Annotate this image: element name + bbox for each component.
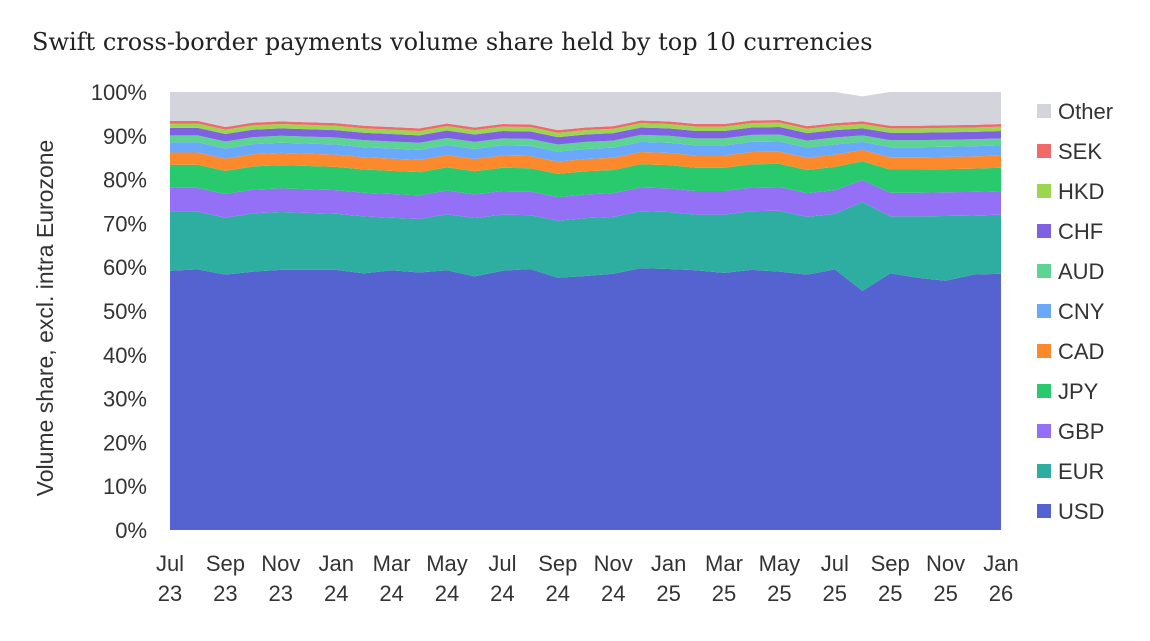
legend-label: JPY — [1058, 379, 1099, 404]
legend-label: CAD — [1058, 339, 1104, 364]
legend-item-eur: EUR — [1037, 459, 1104, 484]
legend-item-usd: USD — [1037, 499, 1104, 524]
legend-swatch — [1037, 424, 1051, 438]
legend-item-hkd: HKD — [1037, 179, 1104, 204]
legend-label: CHF — [1058, 219, 1103, 244]
legend-swatch — [1037, 264, 1051, 278]
x-tick-label-year: 24 — [379, 581, 403, 606]
legend-label: CNY — [1058, 299, 1105, 324]
area-usd — [170, 268, 1001, 530]
x-tick-label: May — [759, 551, 801, 576]
y-tick-label: 50% — [103, 299, 147, 324]
legend-item-sek: SEK — [1037, 139, 1102, 164]
y-tick-label: 80% — [103, 168, 147, 193]
y-tick-label: 20% — [103, 430, 147, 455]
x-tick-label-year: 23 — [158, 581, 182, 606]
legend-label: USD — [1058, 499, 1104, 524]
x-tick-label: Jul — [156, 551, 184, 576]
areas — [170, 92, 1001, 530]
x-tick-label: Sep — [538, 551, 577, 576]
legend-swatch — [1037, 384, 1051, 398]
x-tick-label: Sep — [206, 551, 245, 576]
area-cad — [170, 149, 1001, 174]
area-other — [170, 92, 1001, 131]
x-tick-label-year: 25 — [767, 581, 791, 606]
y-tick-label: 70% — [103, 211, 147, 236]
x-tick-label: Mar — [373, 551, 411, 576]
x-tick-label: Sep — [871, 551, 910, 576]
chart-title: Swift cross-border payments volume share… — [32, 28, 873, 56]
y-tick-label: 10% — [103, 474, 147, 499]
x-tick-label: Nov — [261, 551, 300, 576]
x-tick-label-year: 23 — [213, 581, 237, 606]
x-tick-label-year: 24 — [546, 581, 570, 606]
area-sek — [170, 120, 1001, 133]
x-tick-label-year: 25 — [823, 581, 847, 606]
legend-label: Other — [1058, 99, 1113, 124]
legend-item-gbp: GBP — [1037, 419, 1104, 444]
x-tick-label: Nov — [926, 551, 965, 576]
area-eur — [170, 201, 1001, 291]
x-tick-label: Nov — [594, 551, 633, 576]
x-tick-label-year: 25 — [712, 581, 736, 606]
area-aud — [170, 134, 1001, 152]
legend-label: GBP — [1058, 419, 1104, 444]
y-tick-label: 40% — [103, 343, 147, 368]
x-tick-label-year: 24 — [435, 581, 459, 606]
legend-swatch — [1037, 504, 1051, 518]
x-tick-label: Jul — [488, 551, 516, 576]
x-axis-ticks: Jul 23 Sep 23 Nov 23 Jan 24 Mar 24 May 24 Jul 24 Sep 24… — [156, 551, 1019, 606]
legend: Other SEK HKD CHF AUD CNY CAD JPY GBP EUR USD — [1037, 99, 1113, 524]
legend-item-cny: CNY — [1037, 299, 1105, 324]
legend-swatch — [1037, 464, 1051, 478]
x-tick-label-year: 25 — [933, 581, 957, 606]
x-tick-label: Jan — [983, 551, 1018, 576]
legend-item-aud: AUD — [1037, 259, 1104, 284]
x-tick-label-year: 25 — [878, 581, 902, 606]
legend-label: AUD — [1058, 259, 1104, 284]
legend-item-jpy: JPY — [1037, 379, 1099, 404]
legend-label: HKD — [1058, 179, 1104, 204]
y-tick-label: 100% — [91, 80, 147, 105]
x-tick-label-year: 25 — [656, 581, 680, 606]
x-tick-label: May — [426, 551, 468, 576]
area-gbp — [170, 180, 1001, 221]
x-tick-label: Mar — [705, 551, 743, 576]
x-tick-label: Jan — [651, 551, 686, 576]
legend-item-chf: CHF — [1037, 219, 1103, 244]
legend-swatch — [1037, 184, 1051, 198]
y-tick-label: 90% — [103, 124, 147, 149]
legend-item-other: Other — [1037, 99, 1113, 124]
x-tick-label: Jan — [318, 551, 353, 576]
legend-swatch — [1037, 344, 1051, 358]
x-tick-label-year: 26 — [989, 581, 1013, 606]
x-tick-label-year: 24 — [324, 581, 348, 606]
legend-swatch — [1037, 104, 1051, 118]
legend-swatch — [1037, 144, 1051, 158]
legend-label: EUR — [1058, 459, 1104, 484]
x-tick-label-year: 24 — [490, 581, 514, 606]
legend-label: SEK — [1058, 139, 1102, 164]
x-tick-label: Jul — [821, 551, 849, 576]
y-axis-ticks: 0% 10% 20% 30% 40% 50% 60% 70% 80% 90% 100% — [91, 80, 147, 543]
y-tick-label: 30% — [103, 387, 147, 412]
legend-swatch — [1037, 224, 1051, 238]
x-tick-label-year: 24 — [601, 581, 625, 606]
legend-swatch — [1037, 304, 1051, 318]
y-tick-label: 0% — [115, 518, 147, 543]
x-tick-label-year: 23 — [269, 581, 293, 606]
area-chf — [170, 127, 1001, 145]
legend-item-cad: CAD — [1037, 339, 1104, 364]
area-hkd — [170, 122, 1001, 138]
area-cny — [170, 141, 1001, 162]
y-tick-label: 60% — [103, 255, 147, 280]
y-axis-label: Volume share, excl. intra Eurozone — [32, 140, 58, 497]
